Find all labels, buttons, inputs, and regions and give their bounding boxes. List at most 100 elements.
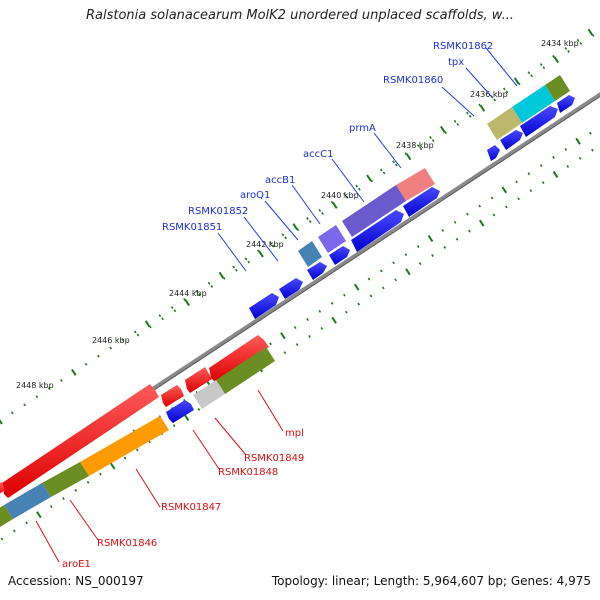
scale-tick — [306, 318, 309, 321]
scale-tick — [184, 299, 190, 307]
scale-tick — [0, 419, 3, 425]
scale-tick — [564, 46, 568, 50]
scale-tick — [49, 505, 53, 509]
gene-label-upper[interactable]: prmA — [349, 123, 376, 134]
scale-tick — [587, 28, 594, 36]
gene-arrow-upper[interactable] — [307, 262, 327, 280]
gene-arrow-upper[interactable] — [487, 145, 500, 161]
feature-bar-purple[interactable] — [342, 185, 406, 237]
gene-arrow-upper[interactable] — [557, 95, 575, 113]
gene-label-upper[interactable]: tpx — [448, 57, 464, 68]
gene-arrow-lower[interactable] — [209, 335, 269, 382]
scale-tick — [173, 309, 177, 313]
scale-tick — [418, 262, 422, 266]
scale-tick — [158, 314, 162, 318]
scale-tick — [222, 276, 226, 280]
gene-label-lower[interactable]: RSMK01847 — [161, 502, 221, 513]
scale-tick — [133, 330, 137, 334]
gene-arrow-upper[interactable] — [279, 278, 303, 299]
scale-tick — [394, 163, 398, 167]
scale-tick — [529, 189, 533, 193]
gene-label-upper[interactable]: RSMK01860 — [383, 75, 443, 86]
gene-label-lower[interactable]: aroE1 — [62, 559, 91, 570]
feature-bar-pink[interactable] — [396, 168, 435, 201]
scale-tick — [207, 281, 211, 285]
gene-arrow-upper[interactable] — [403, 187, 440, 217]
scale-tick — [144, 320, 151, 328]
scale-tick — [381, 286, 385, 290]
feature-bar-olive[interactable] — [216, 347, 275, 394]
gene-arrow-upper[interactable] — [500, 130, 523, 150]
gene-label-upper[interactable]: RSMK01851 — [162, 222, 222, 233]
scale-tick — [591, 33, 595, 37]
feature-bar-orange[interactable] — [80, 416, 169, 476]
scale-tick — [353, 283, 360, 291]
gene-label-upper[interactable]: RSMK01852 — [188, 206, 248, 217]
feature-bar-cyan[interactable] — [512, 85, 555, 123]
scale-tick — [502, 87, 506, 91]
summary-text: Topology: linear; Length: 5,964,607 bp; … — [271, 574, 591, 588]
gene-label-upper[interactable]: aroQ1 — [240, 190, 270, 201]
gene-arrow-lower[interactable] — [161, 385, 184, 407]
scale-tick — [369, 294, 373, 298]
scale-tick — [492, 213, 496, 217]
scale-tick — [357, 302, 361, 306]
feature-bar-silver[interactable] — [193, 380, 225, 409]
gene-label-lower[interactable]: RSMK01846 — [97, 538, 157, 549]
feature-bar-olive[interactable] — [545, 75, 570, 101]
scale-tick — [517, 197, 520, 201]
scale-tick — [0, 537, 4, 541]
gene-arrow-lower[interactable] — [0, 482, 5, 497]
scale-tick — [431, 139, 435, 143]
gene-label-lower[interactable]: mpl — [285, 428, 304, 439]
scale-tick — [370, 179, 374, 183]
gene-label-upper[interactable]: accB1 — [265, 175, 295, 186]
scale-tick — [12, 529, 16, 533]
gene-label-lower[interactable]: RSMK01848 — [218, 467, 278, 478]
feature-bar-khaki[interactable] — [487, 107, 522, 140]
gene-arrow-upper[interactable] — [520, 106, 558, 137]
gene-arrow-upper[interactable] — [351, 210, 404, 252]
scale-tick — [479, 104, 486, 112]
feature-bar-violet[interactable] — [318, 225, 346, 253]
scale-tick — [86, 480, 90, 484]
gene-arrow-lower-blue[interactable] — [166, 400, 194, 423]
gene-label-upper[interactable]: accC1 — [303, 149, 333, 160]
gene-label-upper[interactable]: RSMK01862 — [433, 41, 493, 52]
scale-tick — [567, 50, 570, 53]
gene-arrow-lower[interactable] — [185, 367, 212, 393]
gene-arrow-upper[interactable] — [329, 246, 350, 265]
scale-tick — [172, 424, 176, 428]
scale-tick — [527, 71, 531, 75]
scale-tick — [367, 277, 371, 281]
scale-tick — [416, 245, 420, 249]
scale-tick — [453, 220, 457, 224]
scale-tick — [566, 164, 570, 168]
scale-tick — [121, 338, 125, 342]
scale-tick — [232, 265, 236, 269]
scale-tick — [527, 172, 531, 176]
scale-tick — [136, 333, 140, 337]
scale-tick — [170, 306, 174, 310]
feature-bar-steelblue[interactable] — [298, 241, 322, 267]
scale-tick — [74, 488, 78, 492]
scale-tick — [501, 186, 508, 194]
scale-tick — [308, 220, 312, 224]
scale-tick — [589, 131, 592, 135]
scale-tick — [382, 171, 386, 175]
scale-tick — [468, 229, 471, 233]
scale-tick — [123, 456, 127, 460]
gene-arrow-lower[interactable] — [2, 384, 159, 498]
scale-tick — [504, 205, 508, 209]
scale-tick — [161, 317, 164, 321]
gene-label-lower[interactable]: RSMK01849 — [244, 453, 304, 464]
feature-bar-steelblue[interactable] — [4, 483, 51, 519]
upper-leader-lines — [217, 47, 518, 272]
scale-tick — [539, 164, 543, 168]
feature-bar-olive[interactable] — [42, 462, 89, 497]
gene-arrow-upper[interactable] — [249, 293, 279, 319]
scale-tick — [36, 511, 42, 519]
feature-bar-olive[interactable] — [0, 505, 13, 530]
